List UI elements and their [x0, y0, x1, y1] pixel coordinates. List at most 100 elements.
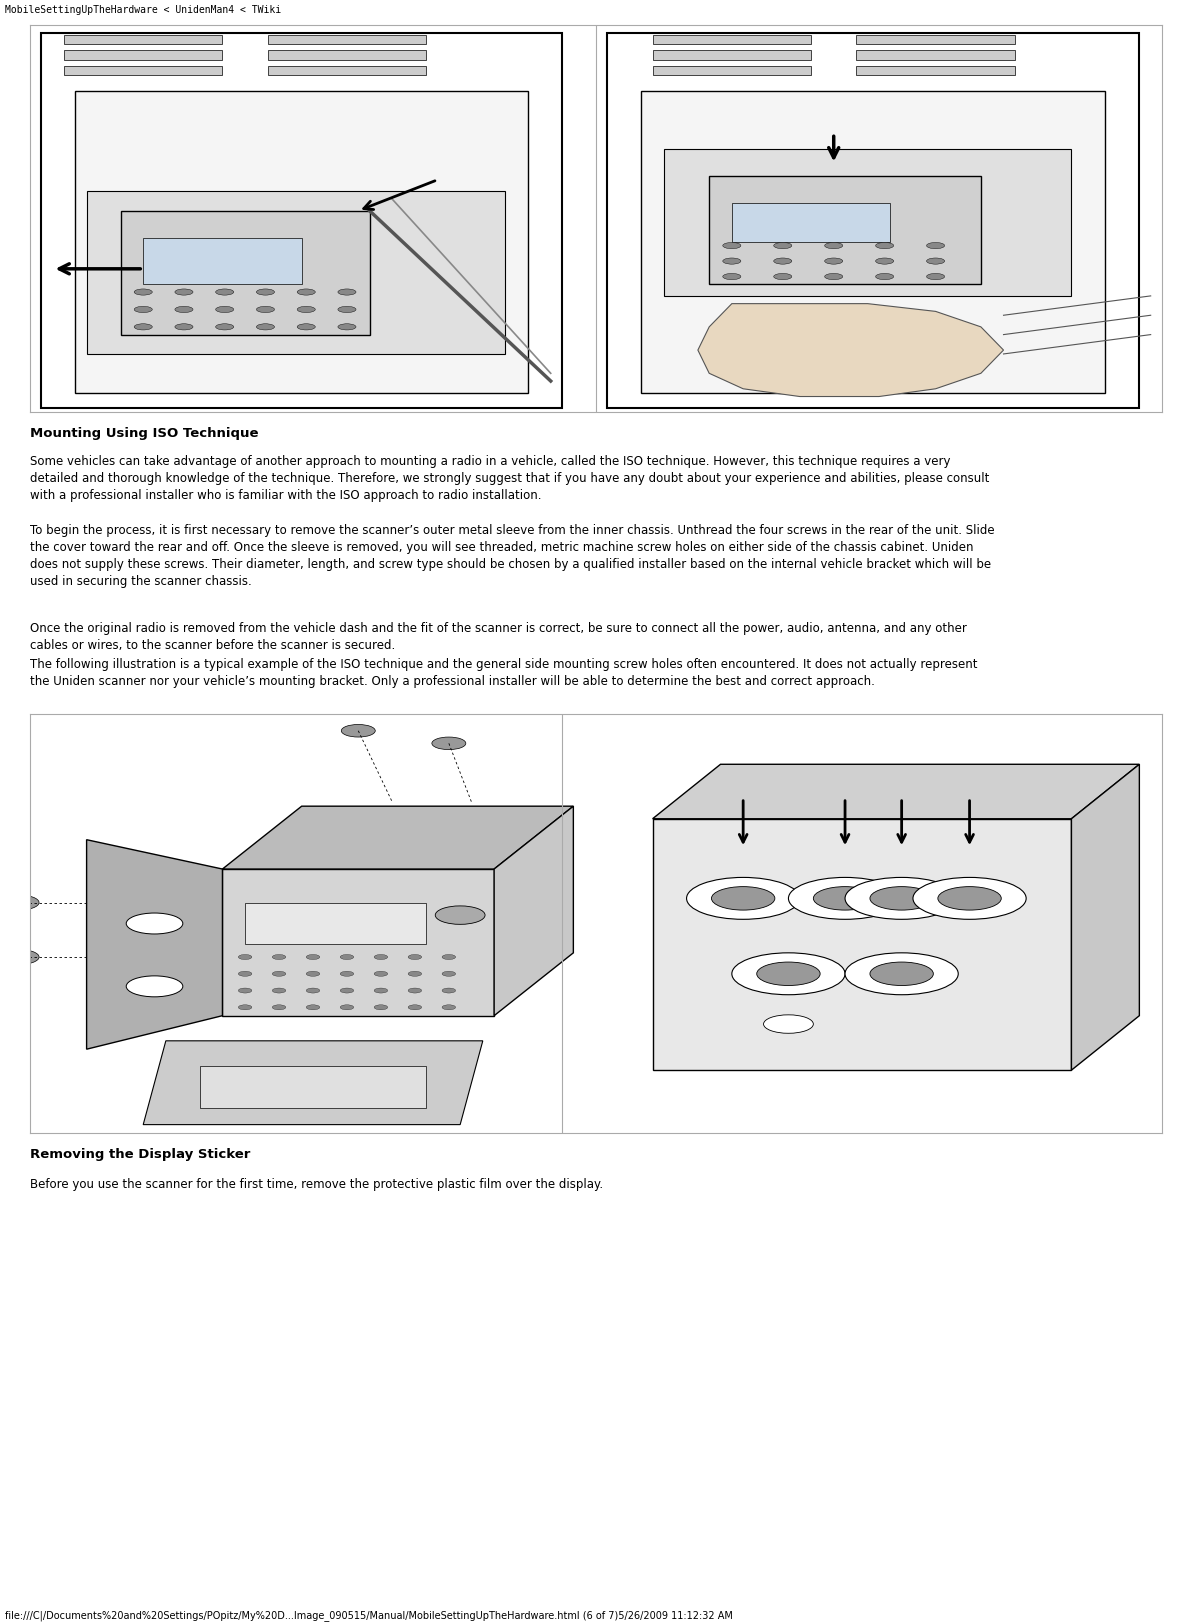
Circle shape: [722, 274, 741, 279]
Bar: [268, 50, 427, 60]
Bar: [652, 34, 811, 44]
Circle shape: [813, 887, 877, 910]
Bar: [856, 65, 1014, 75]
Circle shape: [340, 1004, 354, 1011]
Text: Mounting Using ISO Technique: Mounting Using ISO Technique: [30, 427, 259, 440]
Circle shape: [135, 307, 153, 313]
Circle shape: [687, 878, 800, 920]
Circle shape: [732, 952, 845, 994]
Polygon shape: [223, 806, 573, 869]
Bar: [652, 819, 1072, 1071]
Circle shape: [272, 1004, 286, 1011]
Circle shape: [126, 913, 182, 934]
Circle shape: [926, 274, 944, 279]
Circle shape: [272, 988, 286, 993]
Circle shape: [442, 1004, 455, 1011]
Circle shape: [306, 972, 319, 976]
Circle shape: [876, 274, 894, 279]
Circle shape: [175, 307, 193, 313]
Circle shape: [774, 258, 791, 264]
Text: Some vehicles can take advantage of another approach to mounting a radio in a ve: Some vehicles can take advantage of anot…: [30, 456, 989, 501]
Bar: [709, 175, 981, 284]
Bar: [200, 1066, 427, 1108]
Polygon shape: [652, 764, 1140, 819]
Circle shape: [175, 289, 193, 295]
Circle shape: [442, 972, 455, 976]
Text: Once the original radio is removed from the vehicle dash and the fit of the scan: Once the original radio is removed from …: [30, 621, 967, 652]
Bar: [42, 32, 563, 409]
Circle shape: [435, 907, 485, 925]
Circle shape: [408, 972, 422, 976]
Circle shape: [297, 307, 315, 313]
Bar: [120, 211, 370, 334]
Circle shape: [216, 289, 234, 295]
Circle shape: [306, 988, 319, 993]
Text: MobileSettingUpTheHardware < UnidenMan4 < TWiki: MobileSettingUpTheHardware < UnidenMan4 …: [5, 5, 281, 15]
Bar: [75, 91, 528, 393]
Circle shape: [926, 258, 944, 264]
Circle shape: [337, 307, 356, 313]
Circle shape: [757, 962, 820, 986]
Bar: [64, 50, 223, 60]
Circle shape: [238, 972, 252, 976]
Circle shape: [0, 949, 39, 965]
Circle shape: [870, 887, 933, 910]
Text: The following illustration is a typical example of the ISO technique and the gen: The following illustration is a typical …: [30, 659, 977, 688]
Bar: [87, 191, 505, 354]
Circle shape: [825, 258, 843, 264]
Circle shape: [764, 1015, 813, 1033]
Circle shape: [408, 954, 422, 960]
Bar: [607, 32, 1140, 409]
Circle shape: [774, 274, 791, 279]
Polygon shape: [87, 840, 223, 1049]
Circle shape: [408, 988, 422, 993]
Circle shape: [256, 289, 274, 295]
Circle shape: [337, 289, 356, 295]
Bar: [641, 91, 1105, 393]
Bar: [856, 50, 1014, 60]
Circle shape: [297, 289, 315, 295]
Circle shape: [825, 274, 843, 279]
Polygon shape: [1072, 764, 1140, 1071]
Circle shape: [788, 878, 901, 920]
Circle shape: [256, 307, 274, 313]
Bar: [856, 34, 1014, 44]
Bar: [246, 902, 427, 944]
Bar: [268, 34, 427, 44]
Circle shape: [926, 243, 944, 248]
Circle shape: [216, 324, 234, 329]
Bar: [223, 869, 495, 1015]
Circle shape: [256, 324, 274, 329]
Circle shape: [845, 952, 958, 994]
Circle shape: [272, 972, 286, 976]
Text: Before you use the scanner for the first time, remove the protective plastic fil: Before you use the scanner for the first…: [30, 1178, 603, 1191]
Circle shape: [938, 887, 1001, 910]
Circle shape: [374, 972, 387, 976]
Circle shape: [374, 1004, 387, 1011]
Circle shape: [432, 736, 466, 749]
Circle shape: [374, 954, 387, 960]
Circle shape: [126, 976, 182, 998]
Circle shape: [774, 243, 791, 248]
Circle shape: [216, 307, 234, 313]
Text: file:///C|/Documents%20and%20Settings/POpitz/My%20D...Image_090515/Manual/Mobile: file:///C|/Documents%20and%20Settings/PO…: [5, 1611, 733, 1620]
Polygon shape: [697, 303, 1004, 396]
Circle shape: [825, 243, 843, 248]
Circle shape: [340, 954, 354, 960]
Bar: [664, 149, 1072, 295]
Circle shape: [238, 954, 252, 960]
Circle shape: [845, 878, 958, 920]
Circle shape: [0, 895, 39, 910]
Circle shape: [238, 988, 252, 993]
Bar: [64, 34, 223, 44]
Circle shape: [442, 988, 455, 993]
Bar: [732, 203, 890, 242]
Circle shape: [722, 258, 741, 264]
Circle shape: [870, 962, 933, 986]
Bar: [268, 65, 427, 75]
Circle shape: [913, 878, 1026, 920]
Text: To begin the process, it is first necessary to remove the scanner’s outer metal : To begin the process, it is first necess…: [30, 524, 994, 589]
Circle shape: [306, 954, 319, 960]
Circle shape: [442, 954, 455, 960]
Circle shape: [135, 324, 153, 329]
